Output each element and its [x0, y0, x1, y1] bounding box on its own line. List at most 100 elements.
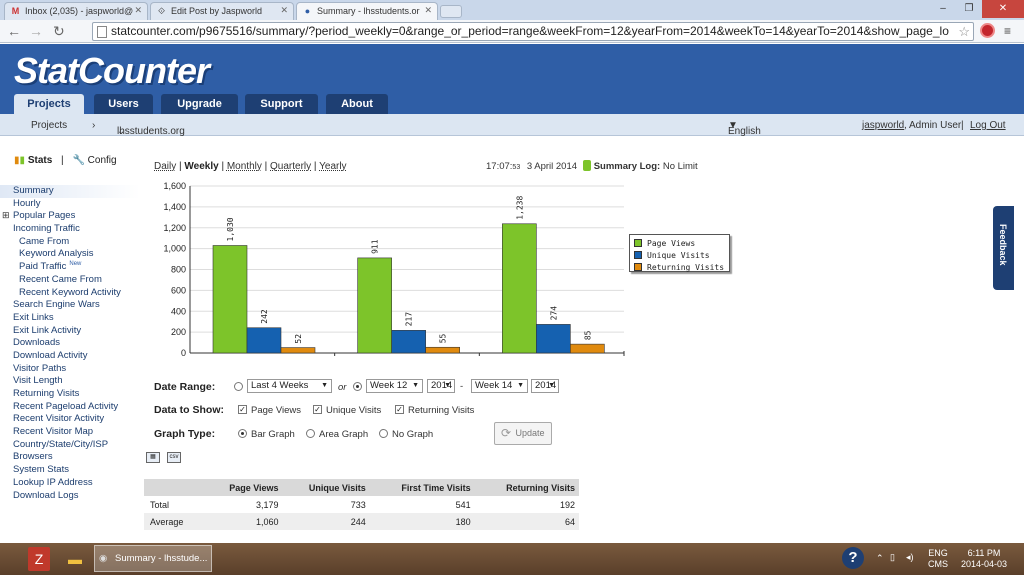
week-to-select[interactable]: Week 14 — [471, 379, 528, 393]
no-graph-label: No Graph — [392, 429, 434, 440]
export-excel-icon[interactable]: ▦ — [146, 452, 160, 463]
close-icon[interactable]: ✕ — [134, 5, 142, 15]
sidebar-item-system-stats[interactable]: System Stats — [13, 464, 69, 476]
close-icon[interactable]: ✕ — [424, 5, 432, 15]
y-tick-label: 1,200 — [163, 223, 186, 233]
browser-tab-edit-post[interactable]: ⟐ Edit Post by Jaspworld ✕ — [150, 2, 294, 20]
graph-type-label: Graph Type: — [154, 428, 216, 440]
sidebar-item-browsers[interactable]: Browsers — [13, 451, 53, 463]
or-label: or — [338, 382, 347, 393]
range-preset-select[interactable]: Last 4 Weeks — [247, 379, 332, 393]
config-link[interactable]: 🔧 Config — [72, 155, 117, 166]
sidebar-item-recent-keyword-activity[interactable]: Recent Keyword Activity — [19, 286, 121, 298]
back-icon[interactable]: ← — [7, 23, 21, 39]
taskbar-chrome-window[interactable]: ◉ Summary - lhsstude... — [94, 545, 212, 572]
minimize-icon[interactable]: – — [940, 3, 946, 14]
extension-icon[interactable] — [980, 23, 995, 38]
browser-tab-gmail[interactable]: M Inbox (2,035) - jaspworld@ ✕ — [4, 2, 148, 20]
network-icon[interactable]: ▯ — [890, 552, 895, 562]
username-link[interactable]: jaspworld — [862, 120, 905, 131]
tray-chevron-icon[interactable]: ⌃ — [876, 553, 884, 563]
sidebar-item-download-logs[interactable]: Download Logs — [13, 489, 79, 501]
sidebar-item-search-engine-wars[interactable]: Search Engine Wars — [13, 299, 100, 311]
unique-visits-checkbox[interactable]: ✓ — [313, 405, 322, 414]
period-daily[interactable]: Daily — [154, 161, 177, 172]
language-indicator[interactable]: ENG CMS — [928, 548, 948, 569]
window-close-icon[interactable]: ✕ — [982, 0, 1024, 18]
breadcrumb-projects[interactable]: Projects — [31, 120, 68, 131]
volume-icon[interactable]: ◂) — [906, 552, 914, 562]
y-tick-label: 0 — [181, 348, 186, 358]
period-yearly[interactable]: Yearly — [319, 161, 347, 172]
week-from-select[interactable]: Week 12 — [366, 379, 423, 393]
range-preset-radio[interactable] — [234, 382, 243, 391]
reload-icon[interactable]: ↻ — [53, 23, 65, 39]
sidebar-item-exit-links[interactable]: Exit Links — [13, 311, 54, 323]
bar-graph-radio[interactable] — [238, 429, 247, 438]
language-selector[interactable]: English ▼ — [728, 120, 761, 137]
forward-icon[interactable]: → — [29, 23, 43, 39]
tab-upgrade[interactable]: Upgrade — [161, 94, 238, 114]
period-weekly[interactable]: Weekly — [184, 161, 219, 172]
sidebar-item-paid-traffic[interactable]: Paid Traffic New — [19, 261, 82, 273]
new-badge: New — [69, 261, 82, 268]
sidebar-item-summary[interactable]: Summary — [0, 185, 140, 198]
page-views-checkbox[interactable]: ✓ — [238, 405, 247, 414]
y-tick-label: 800 — [171, 265, 186, 275]
sidebar-item-lookup-ip-address[interactable]: Lookup IP Address — [13, 476, 93, 488]
sidebar-item-returning-visits[interactable]: Returning Visits — [13, 388, 80, 399]
period-monthly[interactable]: Monthly — [226, 161, 262, 172]
legend-swatch — [634, 239, 642, 247]
sidebar-item-visitor-paths[interactable]: Visitor Paths — [13, 362, 67, 374]
year-to-field[interactable]: 2014 — [531, 379, 559, 393]
close-icon[interactable]: ✕ — [280, 5, 288, 15]
sidebar-item-recent-visitor-activity[interactable]: Recent Visitor Activity — [13, 413, 105, 425]
tab-users[interactable]: Users — [94, 94, 153, 114]
custom-range-radio[interactable] — [353, 382, 362, 391]
star-icon[interactable]: ☆ — [958, 24, 970, 39]
period-quarterly[interactable]: Quarterly — [270, 161, 312, 172]
sidebar-item-country-state-city-isp[interactable]: Country/State/City/ISP — [13, 438, 109, 450]
tab-projects[interactable]: Projects — [14, 94, 84, 114]
no-graph-radio[interactable] — [379, 429, 388, 438]
menu-icon[interactable]: ≡ — [1004, 24, 1012, 38]
sidebar-mode-switch: ▮▮ Stats | 🔧 Config — [14, 155, 117, 166]
sidebar-item-keyword-analysis[interactable]: Keyword Analysis — [19, 248, 94, 260]
expand-icon[interactable]: ⊞ — [2, 210, 10, 221]
logout-link[interactable]: Log Out — [970, 120, 1006, 131]
address-bar[interactable]: statcounter.com/p9675516/summary/?period… — [92, 22, 974, 41]
sidebar-item-downloads[interactable]: Downloads — [13, 337, 60, 349]
export-csv-icon[interactable]: csv — [167, 452, 181, 463]
table-cell: 733 — [350, 499, 366, 510]
help-icon[interactable]: ? — [842, 547, 864, 569]
sidebar-item-incoming-traffic[interactable]: Incoming Traffic — [13, 223, 80, 235]
filezilla-icon[interactable]: Z — [28, 547, 50, 571]
area-graph-radio[interactable] — [306, 429, 315, 438]
sidebar-item-recent-visitor-map[interactable]: Recent Visitor Map — [13, 426, 94, 438]
wrench-icon: 🔧 — [72, 155, 85, 166]
file-explorer-icon[interactable]: ▬ — [68, 551, 82, 567]
period-selector: Daily | Weekly | Monthly | Quarterly | Y… — [154, 161, 347, 172]
sidebar-item-came-from[interactable]: Came From — [19, 235, 70, 247]
clock[interactable]: 6:11 PM 2014-04-03 — [960, 548, 1008, 569]
browser-tab-summary[interactable]: ● Summary - lhsstudents.or ✕ — [296, 2, 438, 20]
statcounter-logo[interactable]: StatCounter — [14, 50, 210, 91]
update-button[interactable]: Update — [494, 422, 552, 445]
tab-about[interactable]: About — [326, 94, 388, 114]
year-from-field[interactable]: 2014 — [427, 379, 455, 393]
stats-link[interactable]: ▮▮ Stats — [14, 155, 53, 166]
sidebar-item-visit-length[interactable]: Visit Length — [13, 375, 63, 387]
new-tab-button[interactable] — [440, 5, 462, 18]
sidebar-item-recent-pageload-activity[interactable]: Recent Pageload Activity — [13, 400, 119, 412]
tab-support[interactable]: Support — [245, 94, 318, 114]
feedback-tab[interactable]: Feedback — [993, 206, 1014, 290]
returning-visits-checkbox[interactable]: ✓ — [395, 405, 404, 414]
table-cell: 244 — [282, 513, 370, 530]
sidebar-item-exit-link-activity[interactable]: Exit Link Activity — [13, 324, 82, 336]
maximize-icon[interactable]: ❐ — [964, 3, 974, 14]
column-header: First Time Visits — [369, 479, 475, 496]
sidebar-item-popular-pages[interactable]: ⊞ Popular Pages — [2, 210, 76, 222]
sidebar-item-download-activity[interactable]: Download Activity — [13, 349, 88, 361]
sidebar-item-hourly[interactable]: Hourly — [13, 197, 41, 209]
sidebar-item-recent-came-from[interactable]: Recent Came From — [19, 273, 102, 285]
